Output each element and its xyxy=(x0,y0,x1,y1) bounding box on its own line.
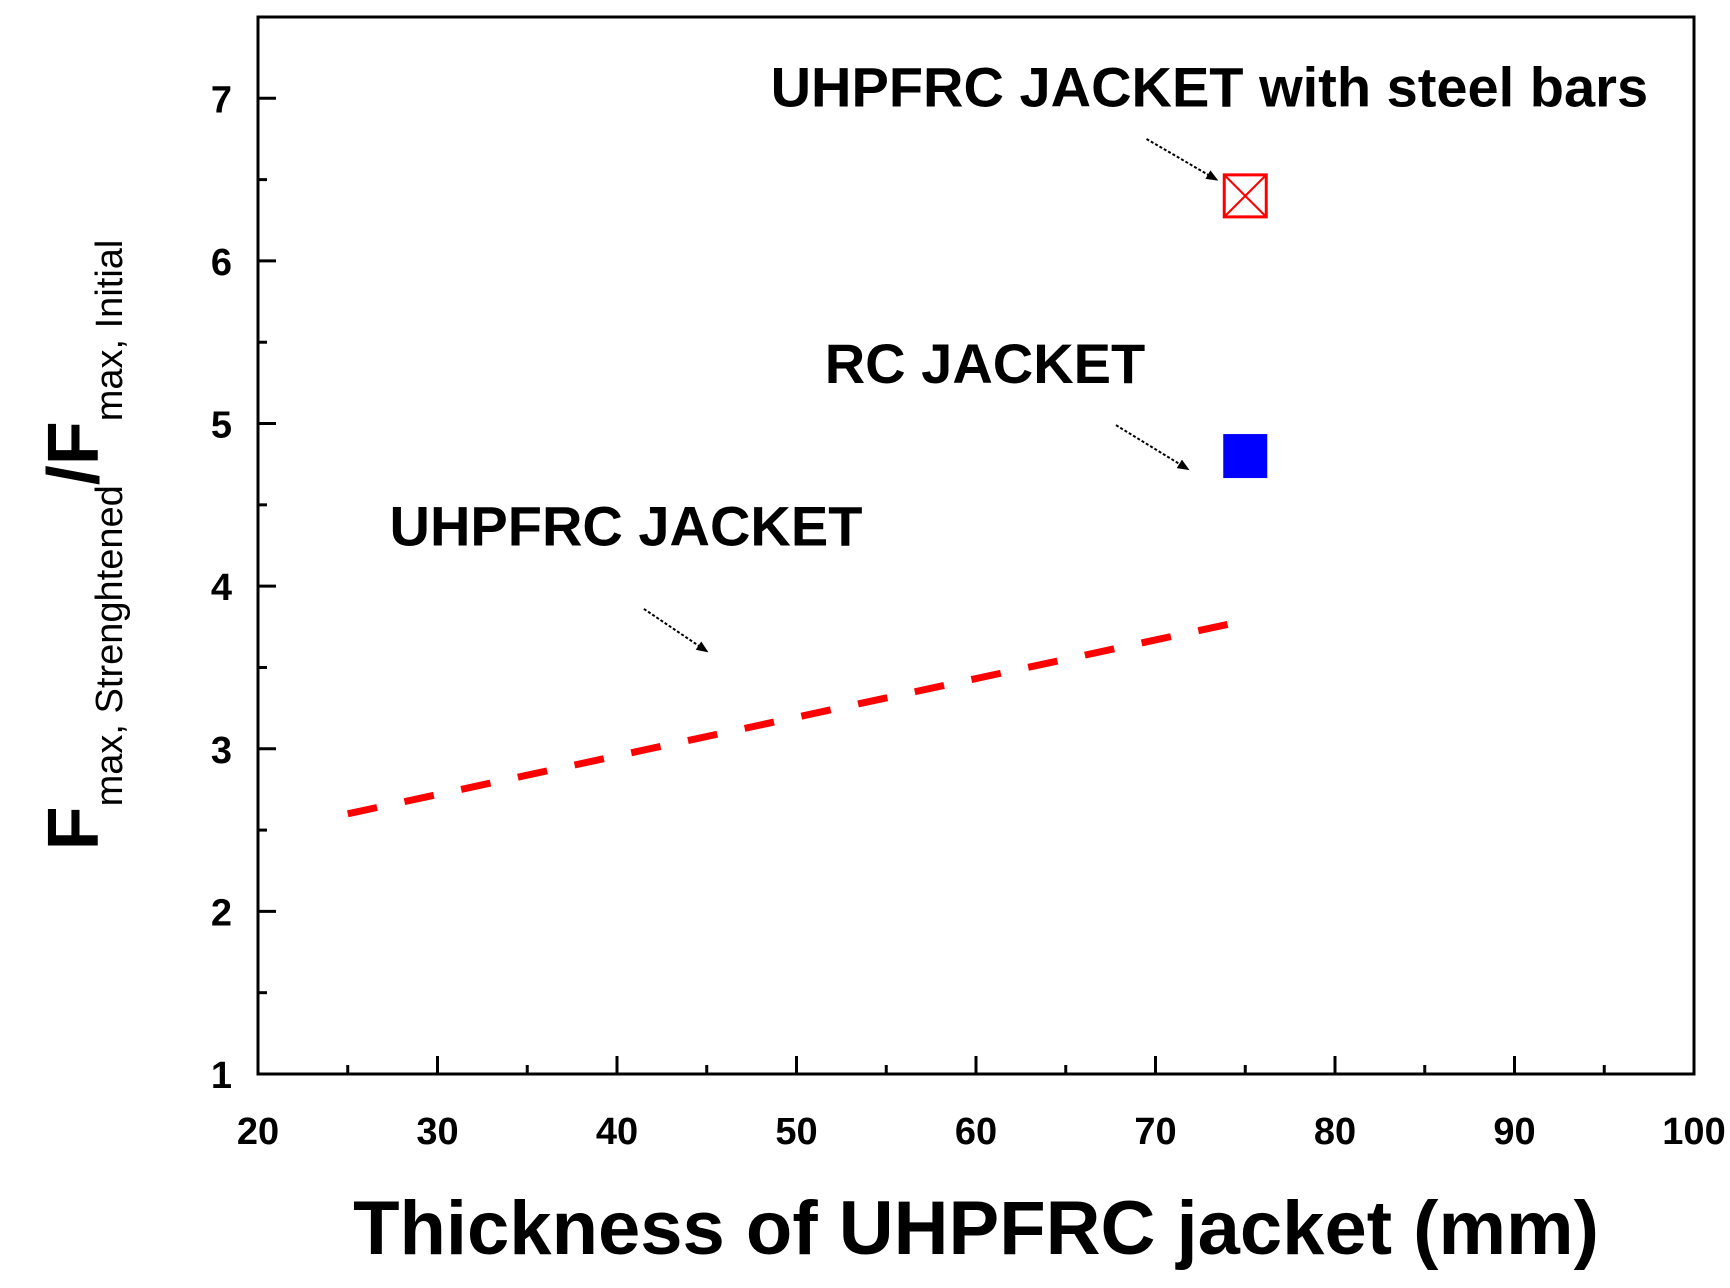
y-tick-label: 6 xyxy=(211,242,232,284)
y-tick-label: 1 xyxy=(211,1055,232,1097)
y-title-sub2: max, Initial xyxy=(89,240,131,422)
y-title-main: F xyxy=(34,806,114,850)
y-tick-label: 3 xyxy=(211,730,232,772)
marker-uhpfrc-steel-bars xyxy=(1222,173,1268,219)
y-tick-label: 5 xyxy=(211,405,232,447)
svg-text:Fmax, Strenghtened/Fmax, Initi: Fmax, Strenghtened/Fmax, Initial xyxy=(34,240,131,851)
annotation-arrow xyxy=(1115,424,1190,471)
y-tick-label: 2 xyxy=(211,892,232,934)
x-tick-label: 60 xyxy=(955,1111,997,1153)
y-tick-label: 4 xyxy=(211,567,232,609)
x-tick-label: 30 xyxy=(416,1111,458,1153)
x-tick-label: 80 xyxy=(1314,1111,1356,1153)
series-uhpfrc-jacket-line xyxy=(347,615,1255,818)
marker-rc-jacket xyxy=(1223,434,1268,479)
annotation-label: UHPFRC JACKET xyxy=(390,495,863,558)
annotations: UHPFRC JACKET with steel bars RC JACKET UH… xyxy=(390,55,1649,653)
x-axis-title: Thickness of UHPFRC jacket (mm) xyxy=(353,1186,1599,1271)
x-tick-label: 20 xyxy=(237,1111,279,1153)
x-tick-label: 100 xyxy=(1662,1111,1725,1153)
x-tick-label: 90 xyxy=(1493,1111,1535,1153)
x-tick-label: 70 xyxy=(1134,1111,1176,1153)
x-tick-label: 50 xyxy=(775,1111,817,1153)
annotation-arrow xyxy=(1146,138,1219,181)
annotation-arrow xyxy=(643,608,709,653)
plot-series xyxy=(347,173,1268,818)
x-tick-label: 40 xyxy=(596,1111,638,1153)
annotation-label: RC JACKET xyxy=(825,332,1145,395)
y-title-slash: /F xyxy=(34,421,114,485)
y-tick-label: 7 xyxy=(211,79,232,121)
x-axis-ticks: 20 30 40 50 60 70 80 90 100 xyxy=(237,1056,1726,1153)
y-axis-ticks: 1 2 3 4 5 6 7 xyxy=(211,79,276,1097)
annotation-label: UHPFRC JACKET with steel bars xyxy=(771,55,1649,118)
y-title-sub1: max, Strenghtened xyxy=(89,485,131,806)
y-axis-title: Fmax, Strenghtened/Fmax, Initial xyxy=(34,240,131,851)
